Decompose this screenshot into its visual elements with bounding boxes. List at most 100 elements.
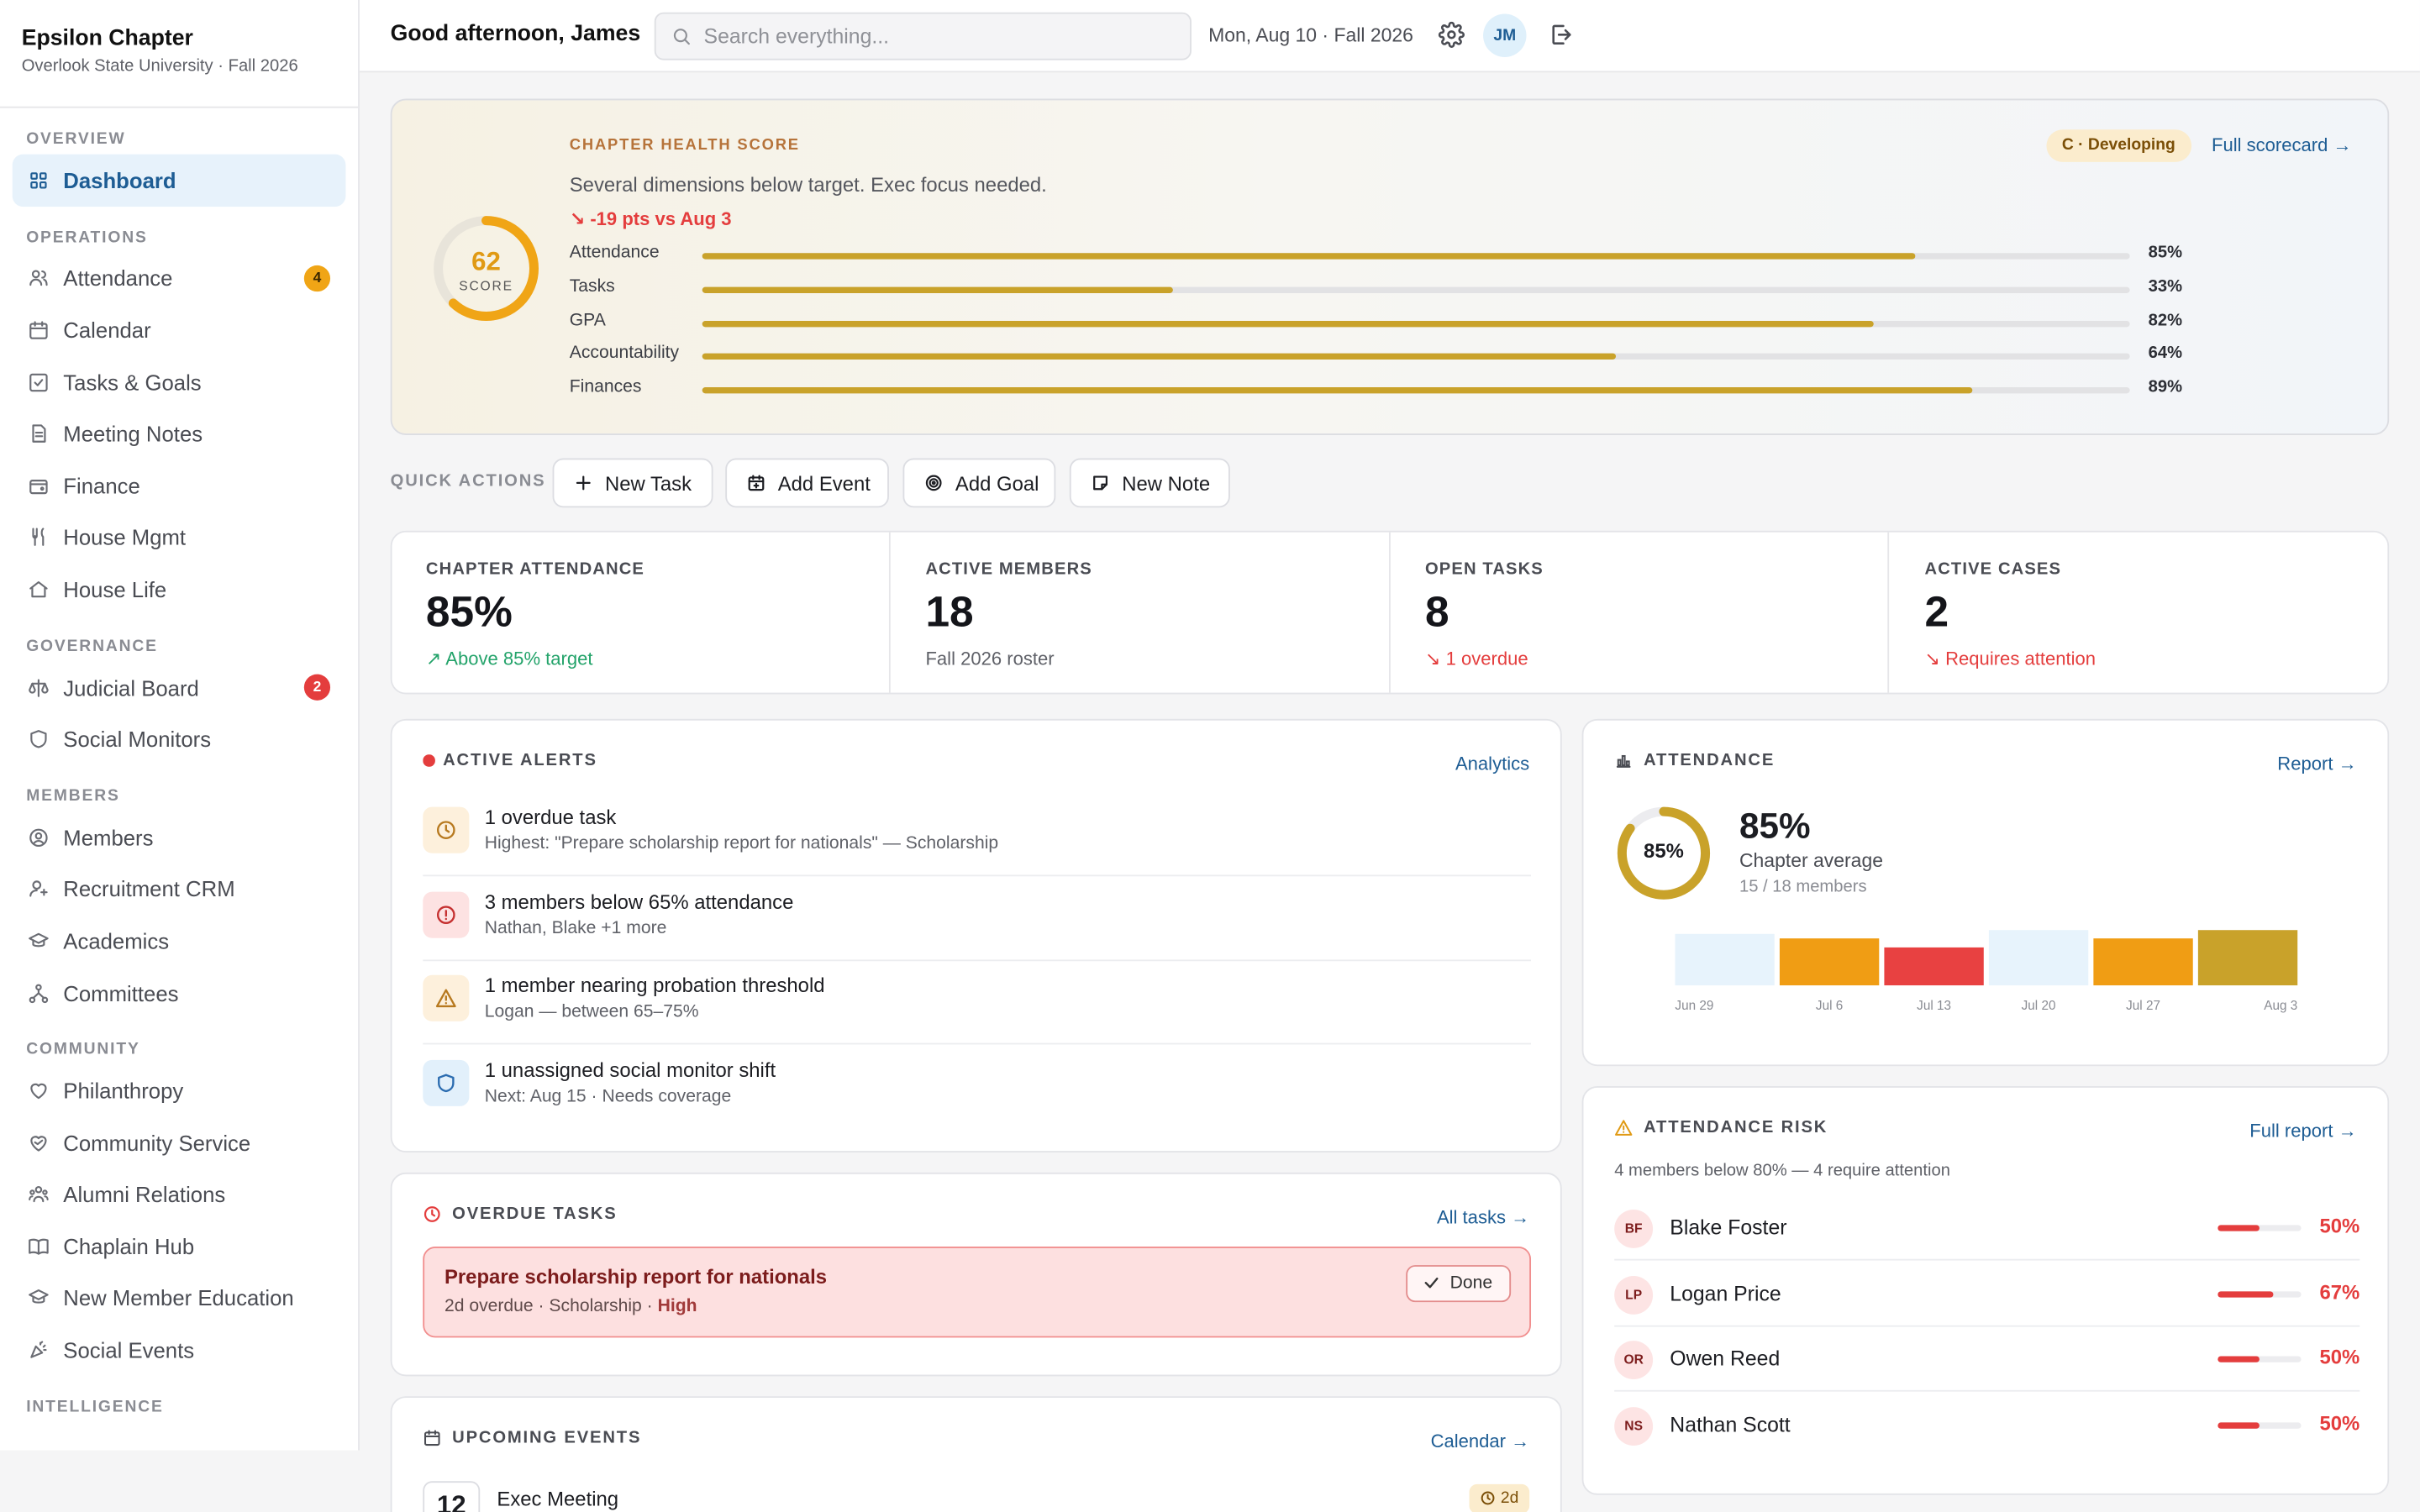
- event-day: 12: [423, 1481, 481, 1512]
- note-icon: [1092, 474, 1110, 492]
- dimension-name: Attendance: [569, 244, 660, 263]
- sidebar-item-judicial-board[interactable]: Judicial Board 2: [13, 661, 346, 713]
- sidebar-item-label: Philanthropy: [63, 1079, 184, 1104]
- risk-bar-track: [2217, 1422, 2302, 1429]
- stat-subtext: ↗ Above 85% target: [425, 648, 593, 670]
- alert-detail: Highest: "Prepare scholarship report for…: [484, 834, 999, 853]
- stat-card: ACTIVE MEMBERS 18 Fall 2026 roster: [892, 532, 1391, 693]
- risk-bar-track: [2217, 1290, 2302, 1297]
- risk-bar-track: [2217, 1356, 2302, 1363]
- x-tick-label: Jul 20: [2022, 999, 2056, 1013]
- sidebar-item-recruitment-crm[interactable]: Recruitment CRM: [13, 864, 346, 916]
- quick-action-label: New Note: [1122, 471, 1211, 495]
- all-tasks-link[interactable]: All tasks →: [1436, 1206, 1530, 1229]
- alert-item[interactable]: 1 member nearing probation threshold Loga…: [423, 961, 1532, 1045]
- alert-item[interactable]: 1 unassigned social monitor shift Next: A…: [423, 1045, 1531, 1128]
- party-icon: [28, 1339, 50, 1361]
- sidebar-item-members[interactable]: Members: [13, 811, 346, 864]
- new-note-button[interactable]: New Note: [1069, 458, 1230, 508]
- topbar: Good afternoon, James Mon, Aug 10 · Fall…: [359, 0, 2420, 73]
- gear-icon[interactable]: [1438, 21, 1465, 48]
- alert-title: 1 unassigned social monitor shift: [484, 1058, 776, 1081]
- clock-icon: [423, 806, 470, 853]
- sidebar-item-alumni-relations[interactable]: Alumni Relations: [13, 1168, 346, 1221]
- risk-bar-fill: [2217, 1290, 2274, 1297]
- heart-handshake-icon: [28, 1132, 50, 1154]
- sidebar-section-label: OVERVIEW: [26, 129, 126, 149]
- x-tick-label: Aug 3: [2264, 999, 2297, 1013]
- sidebar-item-label: House Life: [63, 576, 167, 602]
- sidebar-item-chaplain-hub[interactable]: Chaplain Hub: [13, 1221, 346, 1273]
- health-score-gauge: 62 SCORE: [430, 213, 541, 323]
- stat-card: CHAPTER ATTENDANCE 85% ↗ Above 85% target: [392, 532, 891, 693]
- risk-member-row[interactable]: NS Nathan Scott 50%: [1614, 1393, 2360, 1457]
- full-scorecard-link[interactable]: Full scorecard →: [2211, 134, 2352, 156]
- sidebar-item-philanthropy[interactable]: Philanthropy: [13, 1065, 346, 1117]
- full-report-link[interactable]: Full report →: [2249, 1120, 2357, 1142]
- dimension-bar-track: [702, 387, 2130, 394]
- search-box[interactable]: [654, 12, 1192, 60]
- sidebar-item-label: Academics: [63, 928, 170, 953]
- bar-chart-icon: [1614, 751, 1633, 769]
- new-task-button[interactable]: New Task: [552, 458, 713, 508]
- event-countdown-badge: 2d: [1470, 1483, 1530, 1512]
- sidebar-item-attendance[interactable]: Attendance 4: [13, 252, 346, 304]
- sidebar-item-label: Social Monitors: [63, 727, 212, 752]
- logout-icon[interactable]: [1548, 22, 1574, 48]
- warning-icon: [1614, 1119, 1633, 1137]
- overdue-title: OVERDUE TASKS: [452, 1205, 618, 1224]
- sidebar-item-academics[interactable]: Academics: [13, 915, 346, 967]
- dimension-name: Finances: [569, 378, 642, 397]
- analytics-link[interactable]: Analytics: [1455, 753, 1530, 775]
- sidebar-item-label: Members: [63, 825, 154, 850]
- sidebar-item-community-service[interactable]: Community Service: [13, 1117, 346, 1169]
- report-link[interactable]: Report →: [2277, 753, 2357, 775]
- user-avatar[interactable]: JM: [1483, 13, 1527, 57]
- add-event-button[interactable]: Add Event: [725, 458, 889, 508]
- sidebar-item-social-monitors[interactable]: Social Monitors: [13, 713, 346, 765]
- add-goal-button[interactable]: Add Goal: [902, 458, 1056, 508]
- dimension-name: Accountability: [569, 344, 680, 364]
- count-badge: 2: [303, 674, 331, 701]
- calendar-plus-icon: [747, 474, 765, 492]
- health-dimension-row: Attendance 85%: [570, 242, 2206, 266]
- sidebar-item-label: House Mgmt: [63, 525, 187, 550]
- alert-item[interactable]: 1 overdue task Highest: "Prepare scholars…: [423, 793, 1532, 877]
- sidebar-item-tasks-goals[interactable]: Tasks & Goals: [13, 356, 346, 408]
- sidebar-item-finance[interactable]: Finance: [13, 459, 346, 512]
- search-input[interactable]: [703, 13, 1167, 59]
- target-icon: [924, 474, 943, 492]
- sidebar-item-dashboard[interactable]: Dashboard: [12, 154, 346, 207]
- health-description: Several dimensions below target. Exec fo…: [569, 172, 1047, 197]
- risk-member-row[interactable]: BF Blake Foster 50%: [1614, 1195, 2360, 1261]
- health-dimension-row: Finances 89%: [570, 376, 2206, 401]
- done-button[interactable]: Done: [1405, 1265, 1512, 1303]
- dimension-bar-track: [702, 286, 2130, 293]
- event-name[interactable]: Exec Meeting: [497, 1487, 619, 1511]
- risk-bar-fill: [2217, 1422, 2260, 1429]
- dimension-bar-track: [702, 354, 2130, 360]
- alert-item[interactable]: 3 members below 65% attendance Nathan, Bl…: [423, 877, 1532, 961]
- sidebar-item-social-events[interactable]: Social Events: [13, 1324, 346, 1376]
- risk-member-row[interactable]: LP Logan Price 67%: [1614, 1262, 2360, 1326]
- overdue-task-title: Prepare scholarship report for nationals: [444, 1265, 828, 1289]
- graduation-cap-icon: [28, 1288, 50, 1310]
- risk-member-row[interactable]: OR Owen Reed 50%: [1614, 1327, 2360, 1393]
- sidebar-item-house-mgmt[interactable]: House Mgmt: [13, 512, 346, 564]
- check-icon: [1423, 1277, 1438, 1289]
- stat-card: OPEN TASKS 8 ↘ 1 overdue: [1392, 532, 1890, 693]
- sidebar-item-label: Calendar: [63, 318, 151, 343]
- sidebar-item-committees[interactable]: Committees: [13, 967, 346, 1019]
- health-title: CHAPTER HEALTH SCORE: [569, 137, 800, 155]
- attendance-bar: [1988, 930, 2089, 986]
- sidebar-item-new-member-education[interactable]: New Member Education: [13, 1273, 346, 1325]
- calendar-link[interactable]: Calendar →: [1430, 1430, 1530, 1452]
- sidebar-item-meeting-notes[interactable]: Meeting Notes: [13, 408, 346, 460]
- attendance-card: ATTENDANCE Report → 85% 85% Chapter aver…: [1581, 718, 2390, 1067]
- sidebar-item-calendar[interactable]: Calendar: [13, 304, 346, 356]
- overdue-task-item[interactable]: Prepare scholarship report for nationals…: [423, 1247, 1532, 1338]
- sidebar-item-house-life[interactable]: House Life: [13, 564, 346, 616]
- alert-detail: Logan — between 65–75%: [484, 1002, 699, 1021]
- attendance-bar: [1884, 947, 1984, 986]
